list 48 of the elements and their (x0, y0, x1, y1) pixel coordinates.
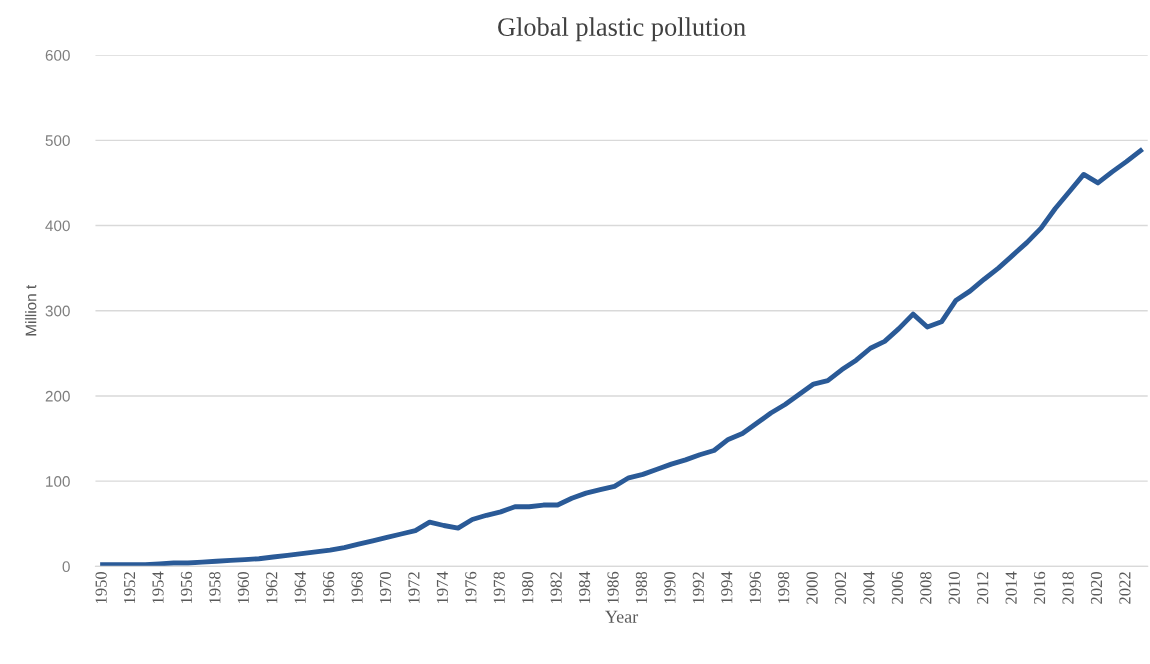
x-tick-label: 1972 (408, 572, 420, 604)
line-series (100, 148, 1144, 567)
x-tick-label: 1952 (123, 572, 136, 604)
x-axis-title: Year (605, 610, 639, 623)
x-tick-label: 1960 (237, 571, 249, 604)
x-tick-label: 2018 (1062, 571, 1074, 604)
x-tick-label: 2002 (834, 572, 847, 604)
x-tick-label: 2012 (977, 572, 989, 604)
x-tick-label: 2008 (920, 571, 932, 604)
x-tick-label: 1982 (550, 572, 562, 604)
x-tick-label: 1958 (209, 571, 221, 604)
x-tick-label: 1992 (692, 572, 704, 604)
y-tick-label: 400 (45, 220, 70, 232)
x-tick-label: 2016 (1033, 571, 1046, 604)
y-tick-label: 200 (45, 390, 70, 402)
y-tick-label: 500 (45, 135, 70, 147)
x-tick-label: 1954 (152, 571, 164, 604)
x-tick-label: 2004 (863, 571, 875, 604)
x-tick-label: 1956 (180, 571, 193, 604)
x-tick-label: 2006 (891, 571, 904, 604)
x-tick-label: 1978 (493, 571, 505, 604)
y-tick-label: 100 (46, 476, 70, 487)
x-tick-label: 1994 (721, 571, 733, 604)
x-tick-label: 2000 (806, 571, 818, 604)
chart-title: Global plastic pollution (498, 17, 746, 42)
x-tick-label: 1998 (778, 571, 790, 604)
x-tick-label: 1968 (351, 571, 363, 604)
x-tick-label: 1964 (294, 571, 306, 604)
x-tick-label: 1986 (607, 571, 619, 604)
x-tick-label: 2010 (948, 571, 960, 604)
y-tick-label: 0 (62, 561, 70, 573)
x-tick-label: 1990 (664, 571, 676, 604)
x-tick-label: 2020 (1090, 571, 1103, 604)
y-tick-label: 600 (45, 49, 70, 61)
x-tick-label: 1996 (749, 571, 761, 604)
x-tick-label: 2014 (1005, 571, 1017, 604)
y-axis-title: Million t (25, 284, 37, 336)
x-tick-label: 1966 (323, 571, 335, 604)
x-tick-label: 1974 (436, 571, 448, 604)
x-tick-label: 1988 (635, 571, 648, 604)
x-tick-label: 1980 (522, 571, 534, 604)
y-tick-label: 300 (45, 305, 70, 317)
x-tick-label: 1970 (379, 571, 392, 604)
x-tick-label: 1962 (266, 572, 278, 604)
x-tick-label: 1984 (578, 571, 591, 604)
x-tick-label: 2022 (1119, 572, 1131, 604)
x-tick-label: 1950 (95, 571, 107, 604)
x-tick-label: 1976 (465, 571, 477, 604)
